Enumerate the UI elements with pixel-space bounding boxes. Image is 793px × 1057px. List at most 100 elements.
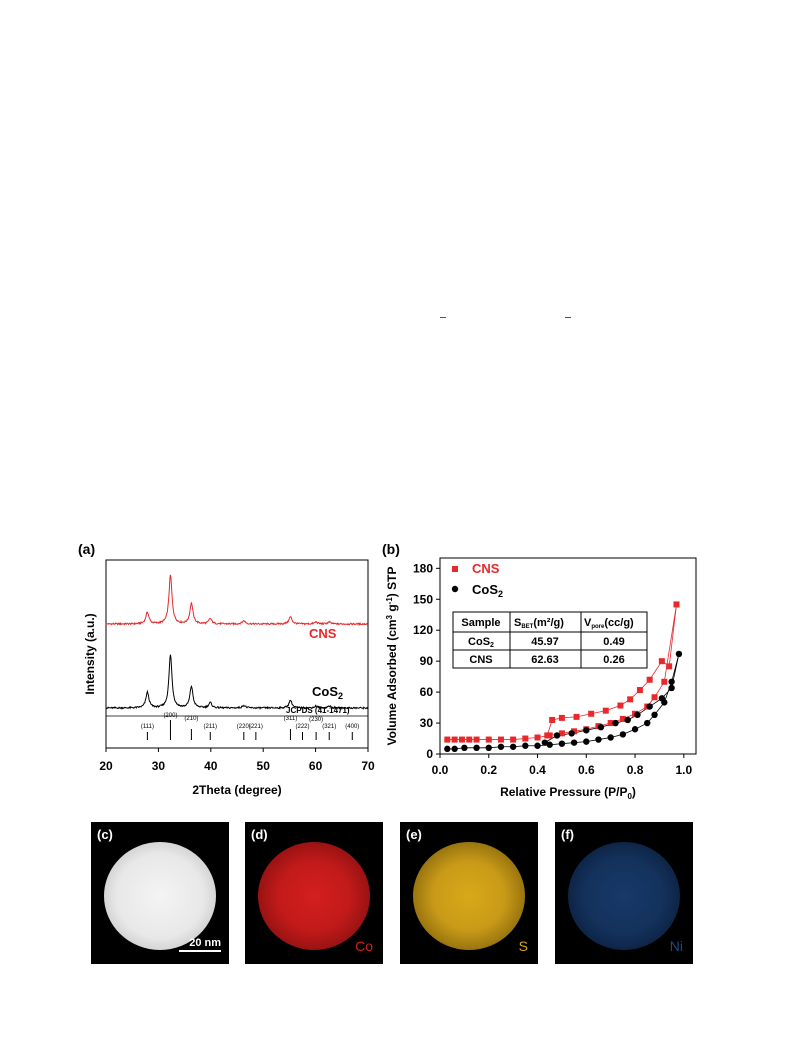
data-point — [497, 736, 504, 743]
table-header-vpore: Vpore(cc/g) — [584, 617, 634, 630]
hkl-label: (222) — [295, 724, 309, 730]
eds-co-map-panel: (d) Co — [245, 822, 383, 964]
xrd-cos2-curve — [105, 654, 369, 711]
xrd-x-ticks: 20 30 40 50 60 70 — [99, 748, 375, 773]
data-point — [619, 715, 626, 722]
data-point — [673, 601, 680, 608]
xrd-x-axis-title: 2Theta (degree) — [192, 783, 281, 797]
bet-x-ticks: 0.0 0.2 0.4 0.6 0.8 1.0 — [432, 754, 692, 777]
s-distribution — [413, 841, 525, 950]
data-point — [541, 739, 549, 746]
data-point — [558, 730, 565, 737]
legend-cos2-label: CoS2 — [472, 582, 503, 599]
data-point — [636, 687, 643, 694]
jcpds-reference-lines — [146, 720, 353, 740]
bet-cos2-markers — [444, 650, 683, 753]
data-point — [558, 740, 566, 747]
cns-series-label: CNS — [309, 626, 337, 641]
cos2-series-label: CoS2 — [312, 684, 343, 701]
data-point — [675, 650, 683, 658]
eds-ni-map-panel: (f) Ni — [555, 822, 693, 964]
data-point — [509, 743, 517, 750]
data-point — [522, 742, 529, 749]
scale-bar — [179, 950, 221, 952]
ni-distribution — [568, 841, 680, 950]
data-point — [444, 745, 451, 753]
data-point — [646, 703, 653, 710]
data-point — [510, 736, 517, 743]
data-point — [631, 726, 639, 733]
legend-cos2-marker — [451, 585, 459, 593]
data-point — [658, 658, 665, 665]
table-header-sample: Sample — [461, 617, 500, 629]
table-cell-cns-vpore: 0.26 — [603, 654, 624, 666]
x-tick-label: 20 — [99, 759, 113, 773]
element-label-ni: Ni — [669, 938, 683, 954]
jcpds-reference-label: JCPDS (41-1471) — [286, 706, 350, 715]
x-tick-label: 70 — [361, 759, 375, 773]
data-point — [668, 684, 675, 692]
data-point — [546, 741, 553, 748]
data-point — [658, 695, 666, 702]
legend-cns-label: CNS — [472, 561, 500, 576]
data-point — [570, 739, 578, 746]
y-tick-label: 150 — [413, 592, 433, 606]
data-point — [473, 744, 480, 752]
panel-d-label: (d) — [251, 827, 268, 842]
y-tick-label: 120 — [413, 623, 433, 637]
data-point — [573, 713, 580, 720]
x-tick-label: 30 — [152, 759, 166, 773]
hkl-label: (111) — [141, 724, 154, 730]
nanoparticle-haadf — [104, 841, 216, 950]
table-cell-cos2-vpore: 0.49 — [603, 636, 624, 648]
data-point — [651, 711, 658, 718]
bet-y-axis-title: Volume Adsorbed (cm3 g-1) STP — [385, 567, 399, 746]
legend-cns-marker — [452, 566, 458, 572]
data-point — [444, 736, 451, 743]
data-point — [597, 723, 605, 731]
table-cell-cns-sample: CNS — [469, 654, 492, 666]
data-point — [627, 696, 634, 703]
data-point — [458, 736, 465, 743]
table-cell-cos2-sample: CoS2 — [468, 636, 494, 649]
data-point — [485, 744, 492, 752]
bet-cns-curve — [447, 604, 677, 740]
data-point — [497, 743, 505, 750]
hkl-label: (210) — [184, 716, 198, 722]
data-point — [619, 731, 627, 738]
page-mark-right — [565, 317, 571, 318]
data-point — [522, 735, 529, 742]
scale-bar-label: 20 nm — [189, 937, 221, 949]
data-point — [451, 745, 458, 753]
hkl-label: (230) — [309, 717, 323, 723]
data-point — [583, 738, 590, 745]
data-point — [588, 710, 595, 717]
x-tick-label: 0.8 — [627, 763, 644, 777]
data-point — [568, 730, 575, 737]
panel-e-label: (e) — [406, 827, 422, 842]
x-tick-label: 0.6 — [578, 763, 595, 777]
table-cell-cns-sbet: 62.63 — [531, 654, 559, 666]
page-mark-left — [440, 317, 446, 318]
data-point — [534, 734, 541, 741]
hkl-label: (220) — [237, 724, 251, 730]
eds-s-map-panel: (e) S — [400, 822, 538, 964]
panel-a-label: (a) — [78, 541, 95, 557]
x-tick-label: 50 — [257, 759, 271, 773]
y-tick-label: 90 — [420, 654, 434, 668]
hkl-label: (311) — [284, 716, 298, 722]
x-tick-label: 1.0 — [675, 763, 692, 777]
table-cell-cos2-sbet: 45.97 — [531, 636, 559, 648]
hkl-label: (221) — [249, 724, 263, 730]
data-point — [466, 736, 473, 743]
y-tick-label: 60 — [420, 685, 434, 699]
hkl-label: (321) — [322, 724, 336, 730]
data-point — [644, 719, 651, 727]
data-point — [485, 736, 492, 743]
data-point — [607, 720, 614, 727]
stem-image-panel: (c) 20 nm — [91, 822, 229, 964]
bet-y-ticks: 0 30 60 90 120 150 180 — [413, 561, 440, 761]
data-point — [634, 711, 641, 718]
data-point — [451, 736, 458, 743]
panel-f-label: (f) — [561, 827, 574, 842]
